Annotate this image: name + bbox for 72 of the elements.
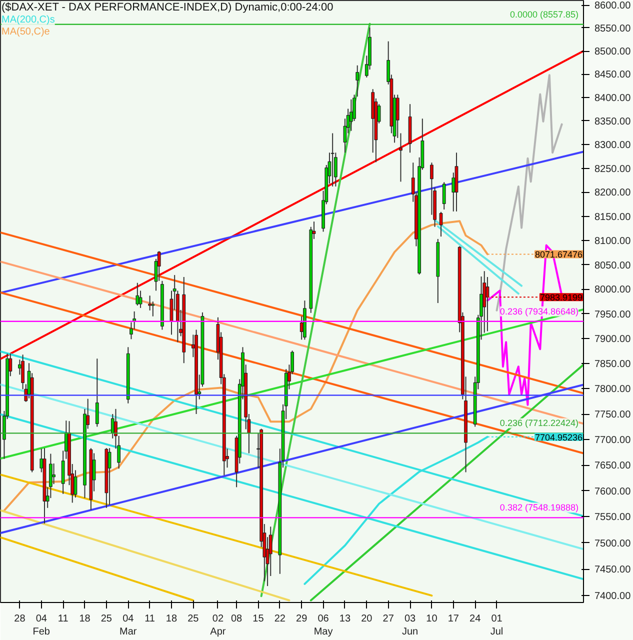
candlestick (21, 354, 24, 390)
y-tick-label: 8400.00 (594, 93, 632, 104)
candlestick (95, 358, 99, 428)
x-tick-label: 18 (79, 614, 91, 624)
x-tick-label: 18 (166, 614, 178, 624)
annotation: 7704.95236 (534, 432, 583, 442)
x-tick-label: 02 Apr (210, 614, 226, 638)
x-tick-label: 25 (100, 614, 112, 624)
x-tick-label: 13 (339, 614, 351, 624)
annotation: 8071.67476 (534, 250, 583, 260)
x-tick-label: 03 Jun (402, 614, 418, 638)
candlestick (108, 448, 112, 506)
ref-line-label: 0.236 (7712.22424) (500, 418, 579, 428)
y-tick-label: 8150.00 (594, 212, 632, 223)
y-tick-label: 7650.00 (594, 460, 632, 472)
candlestick (349, 98, 353, 132)
x-tick-label: 08 (230, 614, 243, 624)
x-tick-label: 20 (361, 614, 373, 624)
y-tick-label: 7750.00 (594, 410, 632, 420)
y-tick-label: 7600.00 (594, 486, 632, 498)
x-tick-label: 27 (382, 614, 394, 624)
candlestick (74, 470, 78, 498)
candlestick (151, 301, 155, 317)
x-tick-label: 25 (188, 614, 200, 624)
y-tick-label: 7550.00 (594, 512, 632, 524)
text: MA(200,C)s (2, 14, 55, 26)
chart-title: ($DAX-XET - DAX PERFORMANCE-INDEX,D) Dynamic,0:00-24:00 (2, 2, 334, 14)
y-tick-label: 7850.00 (594, 359, 632, 370)
y-tick-label: 8050.00 (594, 260, 632, 272)
ref-line-label: 0.0000 (8557.85) (510, 9, 579, 20)
y-tick-label: 8450.00 (594, 70, 632, 81)
y-tick-label: 8000.00 (594, 284, 632, 296)
candlestick (396, 94, 400, 138)
x-tick-label: 11 (58, 614, 69, 624)
y-tick-label: 7400.00 (594, 591, 632, 602)
candlestick (439, 211, 443, 238)
y-tick-label: 8100.00 (594, 236, 632, 247)
x-tick-label: 11 (144, 614, 156, 624)
x-tick-label: 04 Feb (32, 614, 50, 638)
candlestick (442, 182, 446, 210)
y-tick-label: 7450.00 (594, 564, 632, 576)
y-tick-label: 7500.00 (594, 538, 632, 550)
y-tick-label: 8300.00 (594, 140, 632, 152)
x-tick-label: 15 (252, 614, 264, 624)
y-tick-label: 7800.00 (594, 384, 632, 396)
y-tick-label: 8600.00 (594, 0, 632, 12)
x-tick-label: 24 (470, 614, 482, 624)
x-tick-label: 06 May (314, 614, 333, 638)
candlestick (48, 453, 52, 499)
ref-line-label: 0.382 (7548.19888) (500, 502, 579, 513)
candlestick (356, 64, 360, 98)
y-tick-label: 7950.00 (594, 309, 632, 320)
candlestick (399, 132, 402, 182)
x-tick-label: 29 (296, 614, 308, 624)
y-tick-label: 7700.00 (594, 434, 632, 446)
y-tick-label: 8550.00 (594, 23, 632, 34)
y-tick-label: 7900.00 (594, 334, 632, 346)
x-tick-label: 10 (426, 614, 438, 624)
ref-line-label: 0.236 (7934.86648) (500, 306, 579, 316)
x-tick-label: 28 (14, 614, 26, 624)
annotation: 7983.9199 (540, 292, 583, 303)
x-tick-label: 22 (274, 614, 286, 624)
text: MA(50,C)e (2, 26, 50, 38)
x-tick-label: 01 Jul (490, 614, 504, 638)
y-tick-label: 8200.00 (594, 188, 632, 199)
candlestick (52, 462, 56, 485)
y-tick-label: 8250.00 (594, 164, 632, 175)
y-tick-label: 8350.00 (594, 116, 632, 128)
x-tick-label: 04 Mar (120, 614, 138, 638)
candlestick (330, 132, 334, 187)
x-tick-label: 17 (448, 614, 460, 624)
y-tick-label: 8500.00 (594, 46, 632, 58)
